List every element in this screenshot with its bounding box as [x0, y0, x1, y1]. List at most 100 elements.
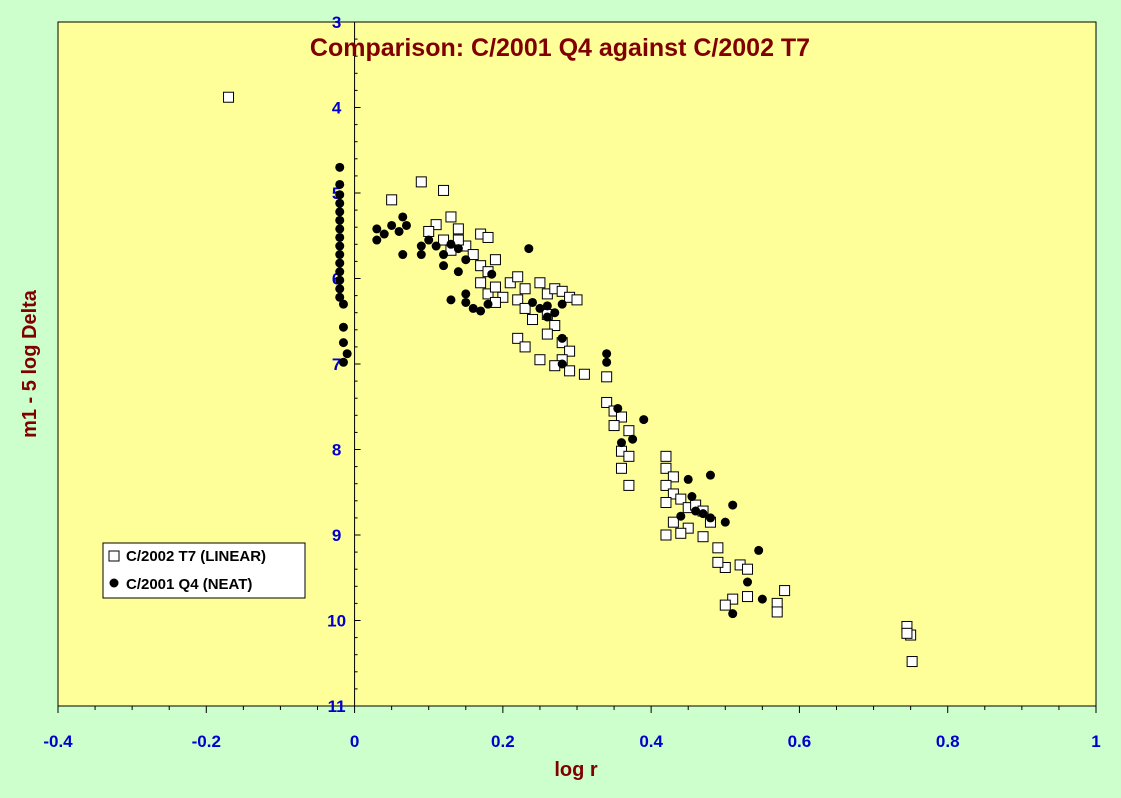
data-point-q4	[335, 275, 345, 285]
y-tick-label: 8	[332, 441, 341, 460]
data-point-q4	[387, 220, 397, 230]
data-point-t7	[564, 365, 576, 377]
data-point-q4	[705, 513, 715, 523]
data-point-q4	[416, 250, 426, 260]
y-tick-label: 9	[332, 526, 341, 545]
plot-area	[57, 21, 1097, 707]
y-axis-title: m1 - 5 log Delta	[19, 289, 41, 438]
data-point-t7	[438, 234, 450, 246]
data-point-t7	[660, 462, 672, 474]
data-point-q4	[394, 226, 404, 236]
data-point-t7	[660, 529, 672, 541]
data-point-q4	[705, 470, 715, 480]
data-point-t7	[712, 542, 724, 554]
data-point-q4	[453, 267, 463, 277]
data-point-t7	[623, 450, 635, 462]
data-point-q4	[335, 250, 345, 260]
data-point-q4	[431, 241, 441, 251]
data-point-q4	[602, 349, 612, 359]
data-point-q4	[754, 545, 764, 555]
legend-label-q4: C/2001 Q4 (NEAT)	[126, 576, 252, 593]
data-point-t7	[675, 527, 687, 539]
data-point-q4	[557, 299, 567, 309]
data-point-q4	[335, 241, 345, 251]
data-point-t7	[519, 283, 531, 295]
data-point-q4	[335, 190, 345, 200]
data-point-t7	[712, 556, 724, 568]
data-point-t7	[771, 606, 783, 618]
data-point-q4	[398, 212, 408, 222]
data-point-t7	[578, 368, 590, 380]
data-point-q4	[338, 322, 348, 332]
y-tick-label: 7	[332, 355, 341, 374]
data-point-t7	[482, 288, 494, 300]
data-point-t7	[727, 593, 739, 605]
data-point-t7	[549, 320, 561, 332]
data-point-q4	[342, 349, 352, 359]
data-point-q4	[483, 299, 493, 309]
data-point-q4	[628, 434, 638, 444]
data-point-q4	[524, 244, 534, 254]
data-point-q4	[698, 509, 708, 519]
chart-title: Comparison: C/2001 Q4 against C/2002 T7	[310, 34, 810, 62]
data-point-t7	[660, 479, 672, 491]
data-point-t7	[423, 225, 435, 237]
data-point-q4	[338, 357, 348, 367]
x-tick-label: 0.2	[491, 732, 515, 751]
data-point-q4	[639, 415, 649, 425]
y-tick-label: 11	[328, 697, 346, 716]
data-point-t7	[534, 277, 546, 289]
data-point-q4	[446, 239, 456, 249]
data-point-t7	[475, 260, 487, 272]
data-point-q4	[687, 492, 697, 502]
data-point-t7	[742, 591, 754, 603]
legend-marker-open-square	[108, 550, 120, 562]
data-point-q4	[398, 250, 408, 260]
data-point-q4	[401, 220, 411, 230]
y-tick-label: 4	[332, 99, 342, 118]
data-point-t7	[608, 420, 620, 432]
axes: -0.4-0.200.20.40.60.8134567891011	[43, 13, 1100, 751]
data-point-q4	[372, 224, 382, 234]
data-point-q4	[550, 308, 560, 318]
data-point-t7	[452, 223, 464, 235]
data-point-t7	[906, 656, 918, 668]
data-point-t7	[623, 425, 635, 437]
x-tick-label: 0.6	[788, 732, 812, 751]
data-point-t7	[615, 411, 627, 423]
data-point-t7	[675, 493, 687, 505]
data-point-q4	[676, 511, 686, 521]
data-point-q4	[743, 577, 753, 587]
data-point-q4	[335, 162, 345, 172]
data-point-q4	[338, 338, 348, 348]
data-point-t7	[534, 354, 546, 366]
data-point-q4	[335, 224, 345, 234]
data-point-t7	[527, 314, 539, 326]
data-point-t7	[601, 371, 613, 383]
data-point-t7	[742, 563, 754, 575]
data-point-t7	[475, 277, 487, 289]
data-point-t7	[489, 281, 501, 293]
data-point-q4	[335, 198, 345, 208]
data-point-q4	[616, 438, 626, 448]
x-tick-label: -0.4	[43, 732, 73, 751]
data-point-t7	[541, 328, 553, 340]
data-point-q4	[728, 500, 738, 510]
data-point-t7	[660, 497, 672, 509]
data-point-t7	[504, 277, 516, 289]
data-point-q4	[372, 235, 382, 245]
data-point-q4	[461, 289, 471, 299]
data-point-q4	[757, 594, 767, 604]
data-point-q4	[439, 250, 449, 260]
data-point-q4	[461, 297, 471, 307]
data-point-q4	[335, 179, 345, 189]
data-point-t7	[489, 254, 501, 266]
data-point-q4	[335, 292, 345, 302]
data-point-q4	[528, 297, 538, 307]
data-point-q4	[453, 244, 463, 254]
data-point-q4	[338, 299, 348, 309]
data-point-q4	[691, 506, 701, 516]
data-point-q4	[487, 269, 497, 279]
data-point-t7	[512, 332, 524, 344]
